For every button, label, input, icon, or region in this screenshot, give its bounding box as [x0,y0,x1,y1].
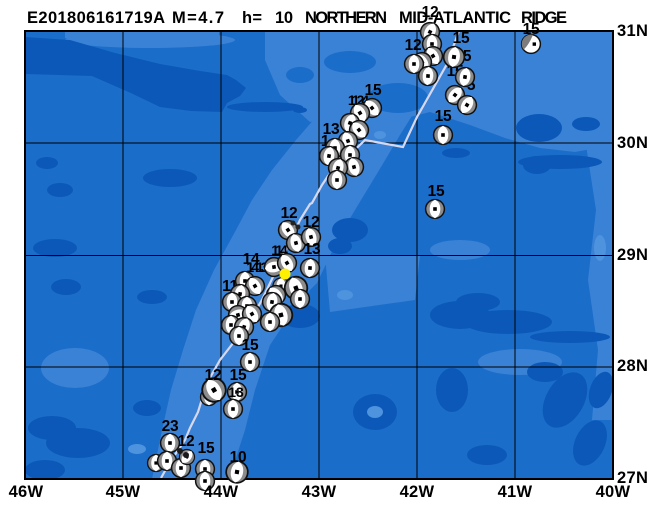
svg-text:23: 23 [162,418,179,435]
svg-text:12: 12 [281,205,298,222]
svg-text:1: 1 [321,133,330,150]
svg-text:10: 10 [230,449,247,466]
svg-text:15: 15 [453,30,470,47]
svg-text:46W: 46W [9,483,44,501]
svg-text:29N: 29N [617,246,648,264]
svg-text:13: 13 [228,384,244,400]
svg-text:42W: 42W [400,483,435,501]
svg-text:30N: 30N [617,134,648,152]
svg-text:15: 15 [365,82,382,99]
svg-text:40W: 40W [596,483,631,501]
svg-text:12: 12 [422,4,439,21]
svg-text:31N: 31N [617,22,648,40]
svg-text:15: 15 [198,440,215,457]
svg-text:14: 14 [243,251,260,268]
svg-text:12: 12 [303,214,320,231]
svg-text:15: 15 [230,367,247,384]
svg-text:15: 15 [242,337,259,354]
svg-text:15: 15 [428,183,445,200]
svg-text:28N: 28N [617,357,648,375]
svg-text:15: 15 [523,21,540,38]
svg-text:43W: 43W [302,483,337,501]
svg-text:15: 15 [435,108,452,125]
svg-text:12: 12 [178,433,195,450]
svg-text:45W: 45W [106,483,141,501]
svg-text:13: 13 [304,241,321,258]
svg-text:41W: 41W [498,483,533,501]
svg-text:5: 5 [467,77,476,94]
svg-text:5: 5 [463,48,472,65]
svg-text:27N: 27N [617,469,648,487]
svg-text:12: 12 [205,367,222,384]
svg-text:13: 13 [323,121,340,138]
svg-text:12: 12 [405,37,422,54]
svg-text:44W: 44W [204,483,239,501]
